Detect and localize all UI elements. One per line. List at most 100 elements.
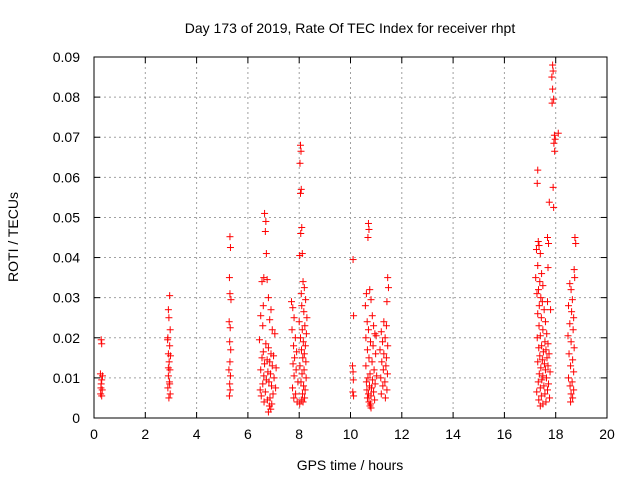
data-point <box>543 354 551 362</box>
data-point <box>270 352 278 360</box>
y-axis-title: ROTI / TECUs <box>5 192 21 282</box>
data-point <box>384 274 392 282</box>
data-point <box>302 330 310 338</box>
data-point <box>300 308 308 316</box>
data-point <box>295 318 303 326</box>
data-point <box>299 390 307 398</box>
y-tick-label: 0.04 <box>53 250 80 266</box>
chart-title: Day 173 of 2019, Rate Of TEC Index for r… <box>185 20 516 36</box>
data-point <box>303 314 311 322</box>
data-point <box>384 284 392 292</box>
data-point <box>568 378 576 386</box>
data-point <box>537 364 545 372</box>
x-tick-label: 2 <box>141 426 149 442</box>
data-point <box>544 362 552 370</box>
data-point <box>363 318 371 326</box>
data-point <box>226 338 234 346</box>
data-point <box>538 376 546 384</box>
data-point <box>225 392 233 400</box>
data-point <box>166 292 174 300</box>
data-point <box>379 382 387 390</box>
data-point <box>166 380 174 388</box>
data-point <box>297 229 305 237</box>
data-point <box>367 296 375 304</box>
data-point <box>298 302 306 310</box>
data-point <box>551 135 559 143</box>
data-point <box>545 380 553 388</box>
data-point <box>367 338 375 346</box>
x-tick-label: 18 <box>548 426 564 442</box>
data-point <box>300 366 308 374</box>
data-point <box>536 250 544 258</box>
data-point <box>288 326 296 334</box>
data-point <box>544 340 552 348</box>
data-point <box>97 336 105 344</box>
x-tick-label: 12 <box>394 426 410 442</box>
data-point <box>267 382 275 390</box>
data-point <box>301 342 309 350</box>
data-point <box>259 302 267 310</box>
data-point <box>288 298 296 306</box>
data-point <box>265 378 273 386</box>
data-point <box>363 394 371 402</box>
data-point <box>571 274 579 282</box>
data-point <box>261 227 269 235</box>
data-point <box>536 278 544 286</box>
data-point <box>264 408 272 416</box>
data-point <box>268 326 276 334</box>
y-tick-label: 0 <box>72 410 80 426</box>
data-point <box>547 306 555 314</box>
data-point <box>260 372 268 380</box>
data-point <box>541 390 549 398</box>
data-point <box>264 294 272 302</box>
data-point <box>548 73 556 81</box>
data-point <box>534 358 542 366</box>
data-point <box>546 368 554 376</box>
data-point <box>292 366 300 374</box>
data-point <box>266 316 274 324</box>
data-point <box>363 346 371 354</box>
data-point <box>270 374 278 382</box>
y-tick-label: 0.05 <box>53 209 80 225</box>
data-point <box>349 388 357 396</box>
data-point <box>349 368 357 376</box>
data-point <box>299 278 307 286</box>
data-point <box>543 386 551 394</box>
data-point <box>364 234 372 241</box>
data-point <box>365 354 373 362</box>
data-point <box>362 362 370 370</box>
data-point <box>364 326 372 334</box>
data-point <box>534 262 542 270</box>
data-point <box>534 166 542 174</box>
data-point <box>533 388 541 396</box>
data-point <box>261 209 269 217</box>
data-point <box>541 318 549 326</box>
data-point <box>368 312 376 320</box>
data-point <box>534 310 542 318</box>
data-point <box>542 374 550 382</box>
data-point <box>536 352 544 360</box>
y-tick-label: 0.07 <box>53 129 80 145</box>
data-point <box>257 366 265 374</box>
data-point <box>571 234 579 241</box>
data-point <box>549 67 557 75</box>
data-point <box>540 306 548 314</box>
data-point <box>550 131 558 139</box>
data-point <box>301 386 309 394</box>
data-point <box>97 384 105 392</box>
data-point <box>290 372 298 380</box>
data-point <box>255 336 263 344</box>
data-point <box>349 362 357 370</box>
x-tick-label: 10 <box>343 426 359 442</box>
x-tick-label: 6 <box>244 426 252 442</box>
data-point <box>226 380 234 388</box>
data-point <box>265 402 273 410</box>
x-tick-label: 0 <box>90 426 98 442</box>
data-point <box>540 382 548 390</box>
data-point <box>539 372 547 380</box>
x-tick-label: 16 <box>497 426 513 442</box>
data-point <box>541 366 549 374</box>
data-point <box>532 246 540 254</box>
data-point <box>370 388 378 396</box>
data-point <box>261 360 269 368</box>
